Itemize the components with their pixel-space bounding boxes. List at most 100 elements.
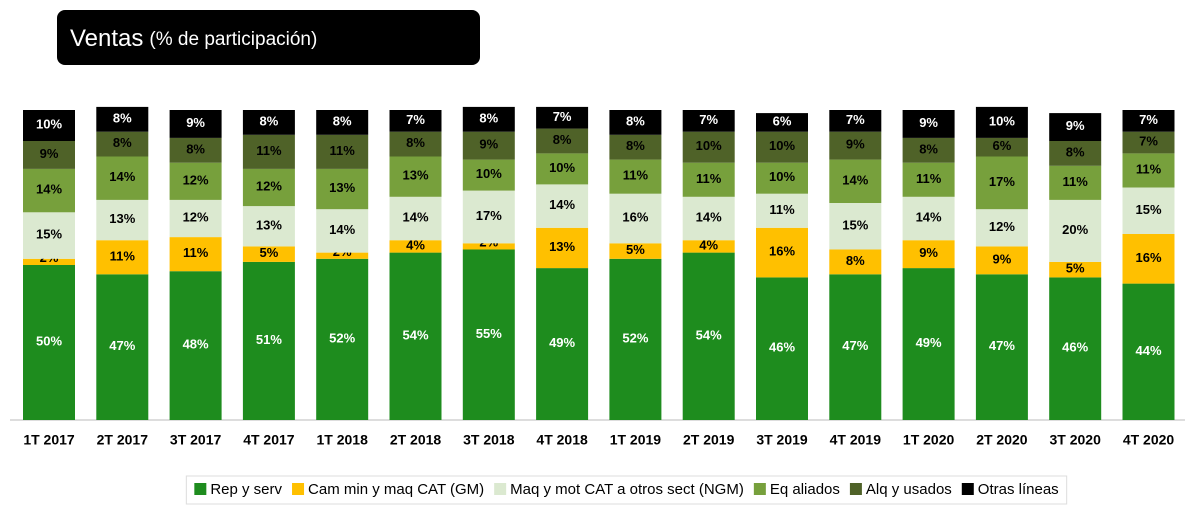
value: 8 (626, 139, 633, 154)
segment-label: 14% (916, 210, 942, 225)
value: 9 (919, 115, 926, 130)
legend-label: Alq y usados (866, 481, 952, 498)
segment-label: 8% (186, 142, 205, 157)
segment-label: 4% (406, 238, 425, 253)
bar-segment (682, 110, 735, 132)
x-tick-label: 3T 2018 (463, 432, 515, 448)
chart-title: Ventas (% de participación) (70, 25, 317, 52)
bar-segment (829, 159, 882, 203)
bar-segment (536, 153, 589, 185)
segment-label: 8% (113, 136, 132, 151)
segment-label: 7% (406, 112, 425, 127)
bar-segment (756, 113, 808, 132)
segment-label: 11% (623, 168, 649, 183)
legend-label: Cam min y maq CAT (GM) (308, 481, 484, 498)
value: 17 (989, 174, 1003, 189)
value: 14 (916, 210, 931, 225)
bar-segment (609, 243, 662, 259)
value: 48 (183, 337, 197, 352)
segment-label: 5% (1066, 261, 1085, 276)
bar-segment (1049, 113, 1102, 141)
value: 11 (696, 171, 710, 186)
bar-segment (1049, 199, 1102, 262)
legend-swatch (494, 483, 507, 495)
bar-segment (242, 110, 295, 135)
bar-segment (902, 240, 955, 269)
value: 11 (183, 246, 197, 261)
x-tick-label: 4T 2020 (1123, 432, 1175, 448)
segment-label: 16% (622, 210, 648, 225)
value: 16 (622, 210, 636, 225)
segment-label: 12% (183, 210, 209, 225)
value: 6 (773, 114, 780, 129)
segment-label: 49% (916, 335, 942, 350)
value: 13 (402, 168, 416, 183)
value: 54 (402, 328, 417, 343)
bar-segment (902, 196, 955, 241)
segment-label: 9% (186, 115, 205, 130)
segment-label: 47% (109, 339, 135, 354)
bar-segment (316, 168, 369, 210)
segment-label: 9% (919, 246, 938, 261)
segment-label: 7% (1139, 134, 1158, 149)
bar-segment (316, 252, 369, 259)
segment-label: 8% (626, 139, 645, 154)
value: 9 (993, 252, 1000, 267)
value: 54 (696, 328, 711, 343)
segment-label: 11% (110, 249, 136, 264)
bar-segment (902, 268, 955, 420)
segment-label: 46% (769, 340, 795, 355)
value: 7 (699, 112, 706, 127)
value: 20 (1062, 222, 1076, 237)
bar-segment (96, 156, 149, 200)
bar-segment (96, 131, 149, 157)
segment-label: 10% (696, 139, 722, 154)
value: 11 (769, 202, 783, 217)
segment-label: 9% (846, 137, 865, 152)
value: 11 (330, 143, 344, 158)
segment-label: 15% (36, 227, 62, 242)
value: 9 (919, 246, 926, 261)
value: 12 (256, 179, 270, 194)
segment-label: 11% (256, 143, 282, 158)
bar-segment (316, 209, 369, 253)
value: 11 (110, 249, 124, 264)
bar-segment (975, 274, 1028, 420)
value: 14 (402, 210, 417, 225)
bar-segment (96, 240, 149, 275)
subtitle: (% de participación) (149, 29, 317, 50)
value: 51 (256, 332, 270, 347)
value: 9 (40, 146, 47, 161)
bar-segment (829, 203, 882, 250)
segment-label: 11% (769, 202, 795, 217)
bar-segment (829, 131, 882, 160)
value: 13 (109, 211, 123, 226)
segment-label: 8% (553, 132, 572, 147)
segment-label: 14% (842, 173, 868, 188)
bar-segment (316, 258, 369, 420)
value: 9 (186, 115, 193, 130)
segment-label: 13% (256, 218, 282, 233)
value: 12 (183, 210, 197, 225)
segment-label: 15% (1135, 202, 1161, 217)
value: 11 (1136, 162, 1150, 177)
bar-segment (682, 252, 735, 420)
x-tick-label: 1T 2018 (317, 432, 369, 448)
segment-label: 47% (842, 339, 868, 354)
bar-segment (23, 141, 75, 169)
legend-border (185, 475, 1068, 505)
segment-label: 55% (476, 326, 502, 341)
bar-segment (902, 137, 955, 163)
value: 8 (113, 136, 120, 151)
value: 49 (549, 335, 563, 350)
segment-label: 47% (989, 339, 1015, 354)
value: 8 (846, 253, 853, 268)
segment-label: 6% (993, 139, 1012, 154)
x-tick-label: 4T 2019 (830, 432, 882, 448)
bar-segment (389, 252, 442, 420)
legend-swatch (194, 483, 207, 495)
value: 15 (842, 218, 856, 233)
bar-segment (756, 131, 808, 163)
segment-label: 10% (769, 139, 795, 154)
value: 9 (1066, 118, 1073, 133)
